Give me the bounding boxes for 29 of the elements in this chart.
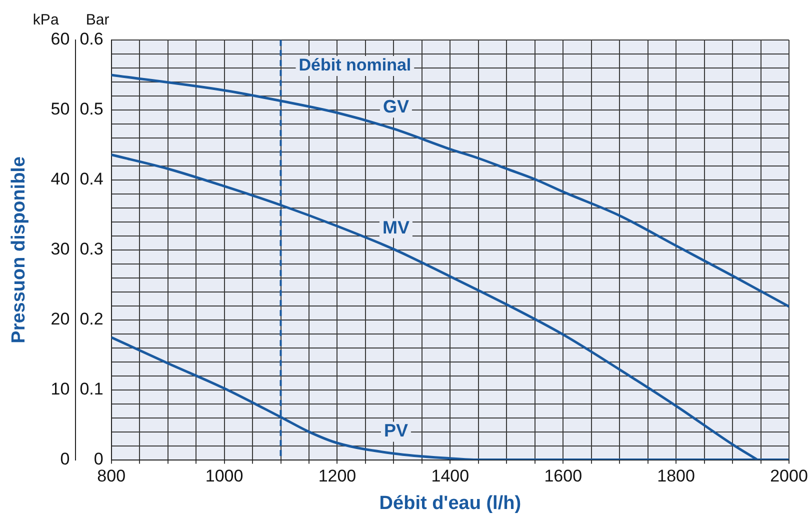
y2-tick-label: 0.2 <box>80 310 104 329</box>
x-tick-label: 1600 <box>544 466 582 486</box>
x-tick-label: 2000 <box>770 466 808 486</box>
y2-tick-label: 0.5 <box>80 100 104 119</box>
x-tick-label: 800 <box>97 466 126 486</box>
x-tick-label: 1800 <box>657 466 695 486</box>
text: kPa <box>32 12 60 29</box>
y2-tick-label: 0.3 <box>80 240 104 259</box>
x-tick-label: 1000 <box>205 466 244 486</box>
y2-tick-label: 0.4 <box>80 170 104 189</box>
series-label: MV <box>382 217 410 238</box>
x-tick-label: 1200 <box>318 466 356 486</box>
x-tick-label: 1400 <box>431 466 470 486</box>
y-tick-label: 20 <box>50 310 70 329</box>
y-tick-label: 50 <box>50 100 70 119</box>
y2-axis-title: Bar <box>86 12 110 29</box>
y-tick-label: 40 <box>50 170 70 189</box>
ref-line-label: Débit nominal <box>298 56 412 75</box>
y-tick-label: 30 <box>50 240 70 259</box>
y-tick-label: 0 <box>60 449 70 468</box>
x-axis-title: Débit d'eau (l/h) <box>379 492 522 514</box>
y-tick-label: 60 <box>50 30 70 49</box>
series-label: GV <box>382 96 409 117</box>
y2-tick-label: 0.1 <box>80 380 104 399</box>
y-tick-label: 10 <box>50 380 70 399</box>
y2-tick-label: 0 <box>94 449 104 468</box>
y-axis-title: Pressuon disponible <box>8 156 30 344</box>
y2-tick-label: 0.6 <box>80 30 104 49</box>
series-label: PV <box>384 420 408 441</box>
